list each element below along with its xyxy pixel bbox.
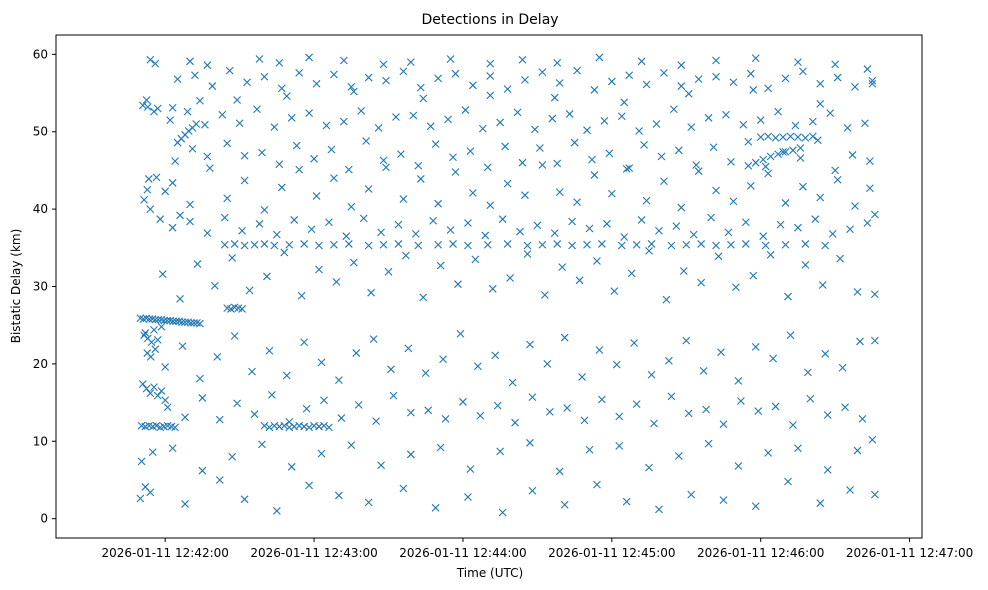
x-tick-label: 2026-01-11 12:42:00: [101, 546, 228, 560]
x-tick-label: 2026-01-11 12:45:00: [548, 546, 675, 560]
y-tick-label: 50: [33, 125, 48, 139]
scatter-chart: Detections in Delay 2026-01-11 12:42:00 2…: [0, 0, 988, 590]
chart-title: Detections in Delay: [421, 12, 558, 28]
y-tick-label: 60: [33, 47, 48, 61]
x-tick-label: 2026-01-11 12:44:00: [399, 546, 526, 560]
y-axis-label: Bistatic Delay (km): [9, 229, 23, 344]
y-tick-label: 0: [40, 512, 48, 526]
x-tick-label: 2026-01-11 12:47:00: [846, 546, 973, 560]
y-tick-label: 40: [33, 202, 48, 216]
figure-background: [0, 0, 988, 590]
y-tick-label: 10: [33, 434, 48, 448]
x-tick-label: 2026-01-11 12:46:00: [697, 546, 824, 560]
y-tick-label: 30: [33, 280, 48, 294]
x-tick-label: 2026-01-11 12:43:00: [250, 546, 377, 560]
y-tick-label: 20: [33, 357, 48, 371]
x-axis-label: Time (UTC): [456, 566, 523, 580]
